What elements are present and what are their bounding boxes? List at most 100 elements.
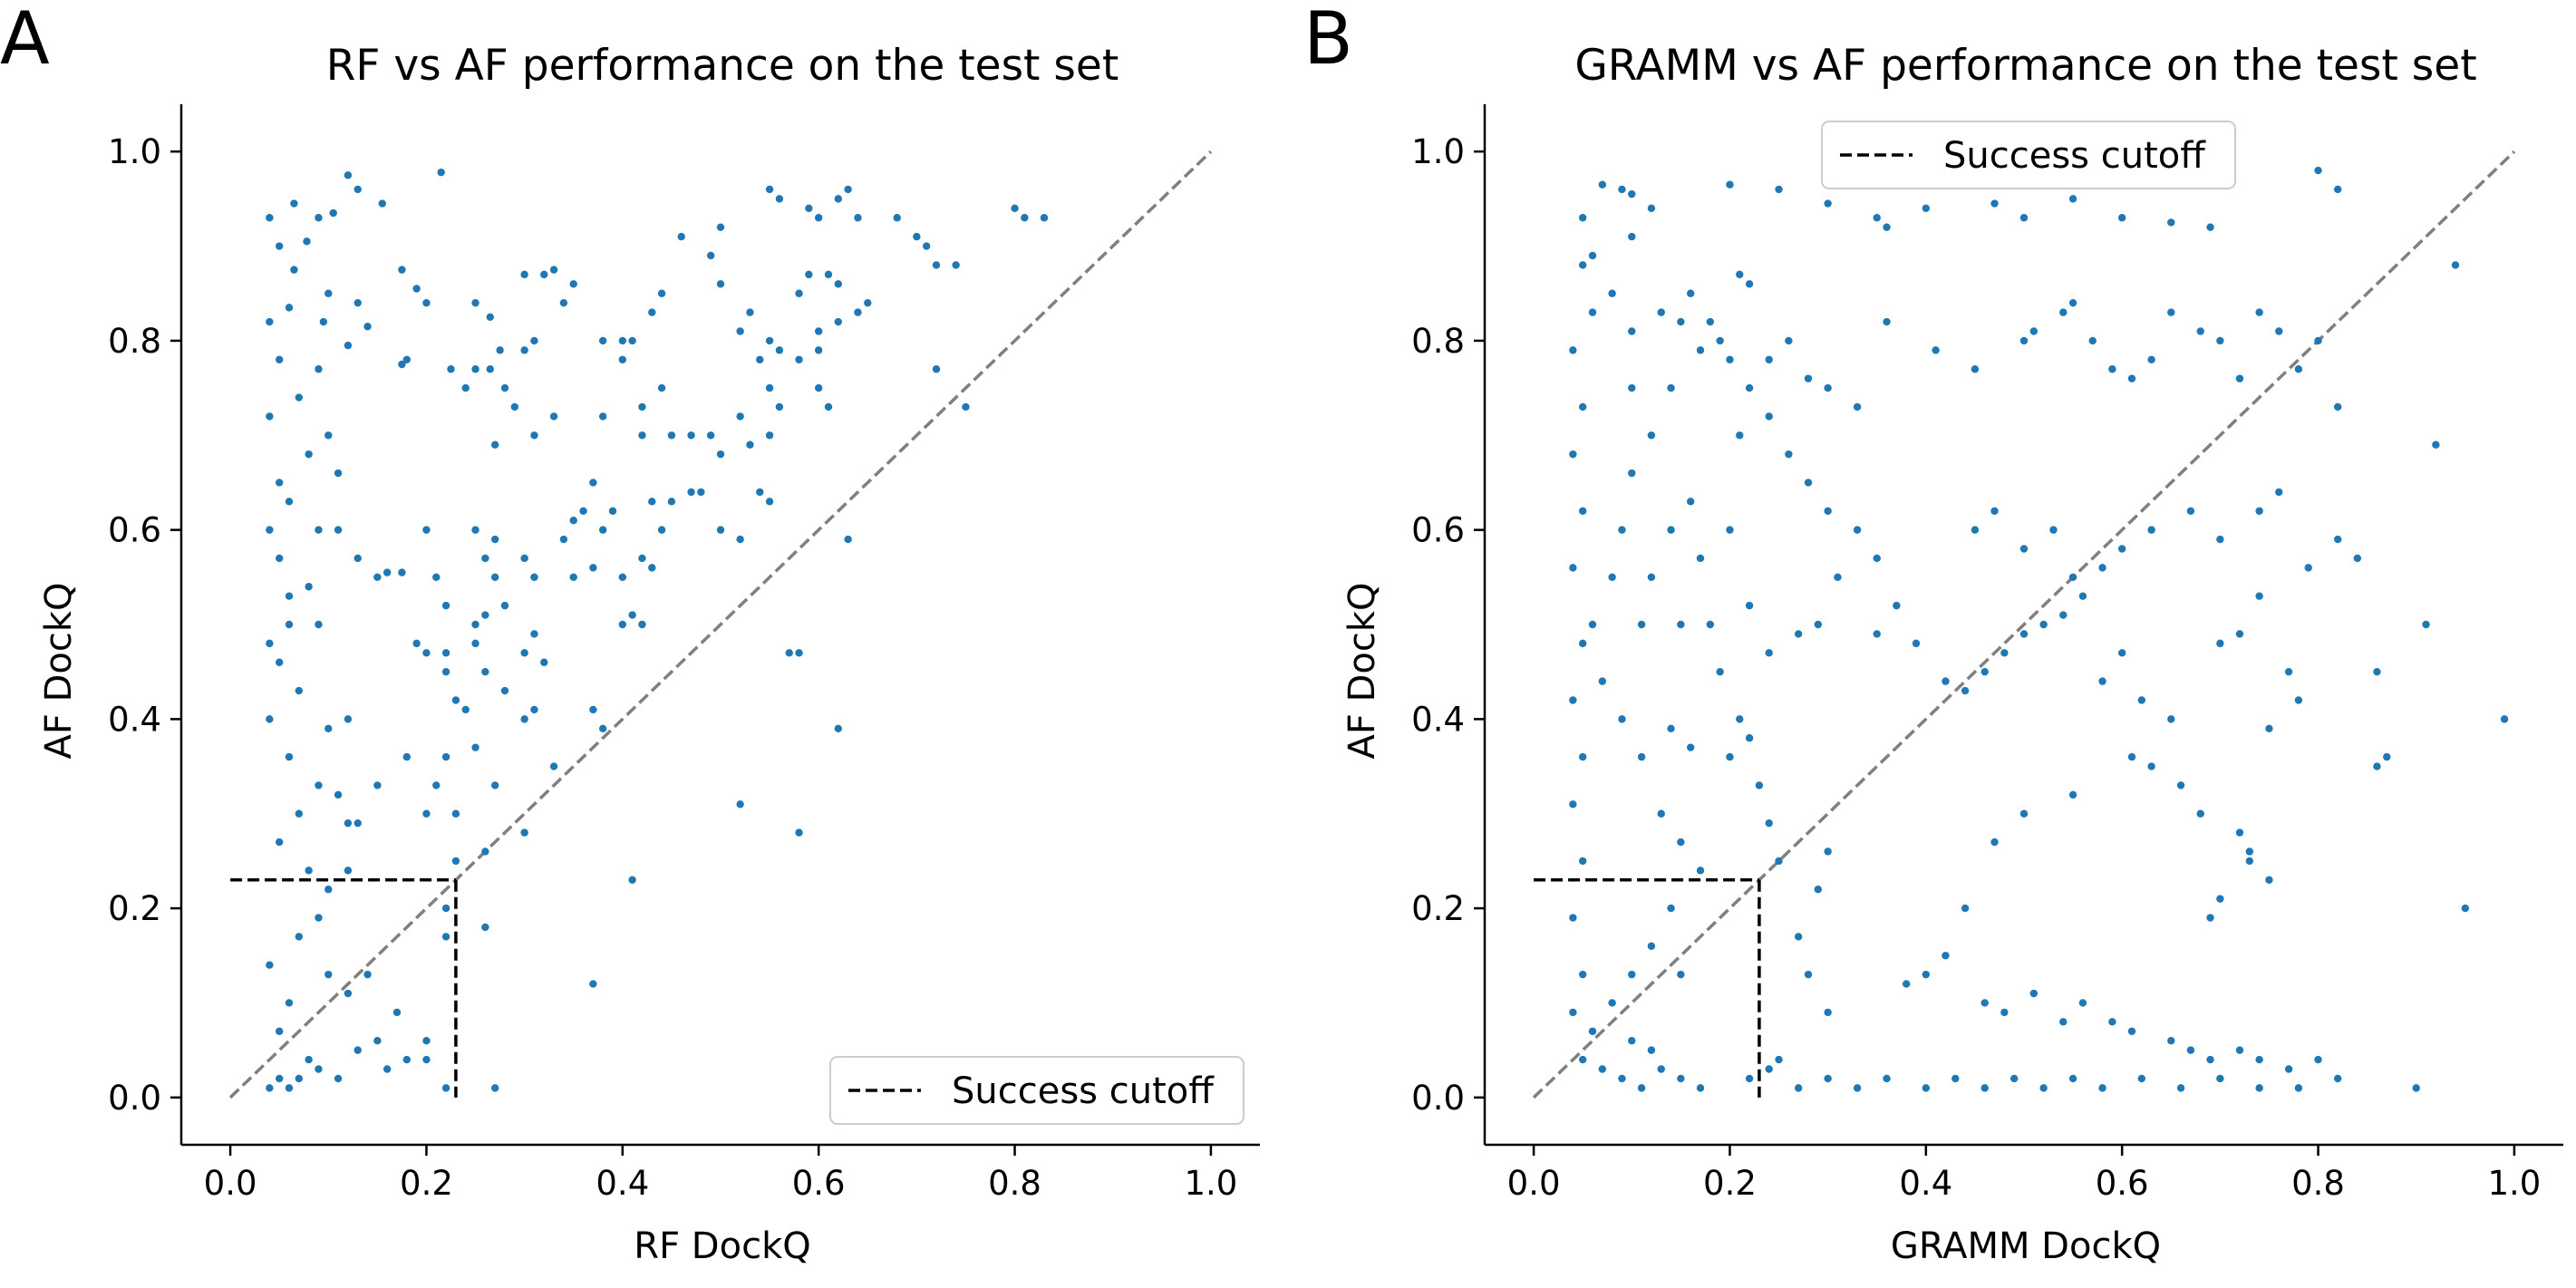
- scatter-point: [795, 289, 803, 297]
- scatter-point: [1804, 479, 1813, 487]
- scatter-point: [2196, 809, 2204, 818]
- scatter-point: [1785, 450, 1793, 459]
- scatter-point: [1618, 1074, 1626, 1083]
- scatter-point: [2127, 1027, 2136, 1035]
- scatter-point: [805, 270, 813, 279]
- scatter-point: [569, 280, 577, 288]
- scatter-point: [628, 611, 636, 619]
- scatter-point: [1883, 223, 1891, 231]
- scatter-point: [329, 208, 337, 218]
- scatter-point: [2147, 762, 2155, 770]
- scatter-point: [315, 914, 323, 922]
- scatter-point: [392, 1008, 402, 1017]
- scatter-point: [1657, 308, 1665, 316]
- scatter-point: [1578, 639, 1587, 648]
- scatter-point: [2117, 214, 2126, 222]
- scatter-point: [290, 266, 298, 274]
- scatter-point: [1628, 383, 1636, 392]
- scatter-point: [1618, 185, 1626, 194]
- scatter-point: [1922, 1084, 1931, 1092]
- scatter-point: [667, 498, 676, 506]
- scatter-point: [2304, 564, 2312, 572]
- scatter-point: [441, 904, 450, 913]
- scatter-point: [500, 601, 509, 610]
- scatter-point: [1765, 355, 1773, 363]
- scatter-point: [1814, 886, 1823, 894]
- scatter-point: [589, 980, 597, 988]
- scatter-point: [2333, 402, 2342, 412]
- scatter-point: [854, 214, 862, 222]
- scatter-point: [305, 450, 313, 459]
- scatter-point: [353, 185, 362, 194]
- scatter-point: [736, 412, 744, 421]
- scatter-point: [1775, 857, 1783, 866]
- scatter-point: [305, 1055, 313, 1064]
- scatter-point: [471, 743, 479, 751]
- scatter-point: [746, 308, 754, 316]
- scatter-point: [290, 199, 298, 208]
- scatter-point: [2068, 195, 2077, 203]
- scatter-point: [2294, 696, 2303, 704]
- x-tick-label: 0.0: [204, 1164, 257, 1203]
- scatter-point: [2078, 999, 2087, 1007]
- scatter-point: [775, 402, 784, 412]
- scatter-point: [2019, 630, 2029, 638]
- scatter-point: [1696, 867, 1705, 875]
- scatter-point: [589, 479, 597, 487]
- scatter-point: [2314, 336, 2322, 345]
- scatter-point: [1893, 601, 1901, 610]
- scatter-point: [1745, 383, 1754, 392]
- scatter-point: [1755, 781, 1764, 789]
- scatter-point: [657, 383, 666, 392]
- y-tick-label: 1.0: [108, 132, 161, 171]
- scatter-point: [422, 649, 431, 657]
- scatter-point: [520, 270, 528, 279]
- scatter-point: [373, 1037, 382, 1045]
- scatter-point: [324, 886, 333, 894]
- scatter-point: [422, 1037, 431, 1045]
- scatter-point: [1588, 620, 1597, 629]
- scatter-point: [490, 535, 499, 544]
- scatter-point: [295, 809, 304, 818]
- scatter-point: [334, 469, 343, 478]
- scatter-point: [1726, 752, 1734, 761]
- scatter-point: [303, 237, 311, 246]
- scatter-point: [1716, 667, 1724, 676]
- scatter-point: [2333, 1074, 2342, 1083]
- scatter-point: [378, 199, 386, 208]
- scatter-point: [1853, 1084, 1862, 1092]
- scatter-point: [2039, 1084, 2048, 1092]
- scatter-point: [1647, 942, 1656, 951]
- scatter-point: [2265, 876, 2273, 884]
- scatter-point: [353, 1046, 362, 1054]
- scatter-point: [1569, 1008, 1577, 1017]
- scatter-point: [315, 365, 323, 373]
- scatter-point: [2098, 677, 2106, 685]
- scatter-point: [1745, 601, 1754, 610]
- scatter-point: [540, 270, 548, 279]
- scatter-point: [952, 261, 960, 269]
- scatter-point: [1667, 724, 1675, 732]
- x-axis-label: GRAMM DockQ: [1891, 1225, 2161, 1267]
- scatter-point: [2314, 1055, 2322, 1064]
- scatter-point: [2009, 1074, 2019, 1083]
- scatter-point: [2422, 620, 2430, 629]
- scatter-point: [1971, 526, 1980, 534]
- scatter-point: [1578, 214, 1587, 222]
- scatter-point: [805, 204, 813, 212]
- x-tick-label: 0.6: [2096, 1164, 2149, 1203]
- scatter-point: [285, 592, 294, 600]
- scatter-point: [716, 223, 725, 231]
- scatter-point: [648, 308, 656, 316]
- scatter-point: [1588, 308, 1597, 316]
- scatter-point: [2451, 261, 2460, 269]
- scatter-point: [1657, 1065, 1665, 1073]
- scatter-point: [2196, 327, 2204, 335]
- scatter-point: [569, 517, 577, 525]
- scatter-point: [579, 507, 587, 515]
- scatter-point: [451, 857, 460, 866]
- scatter-point: [2068, 790, 2077, 799]
- scatter-point: [1657, 809, 1665, 818]
- scatter-point: [1883, 1074, 1891, 1083]
- scatter-point: [598, 336, 607, 345]
